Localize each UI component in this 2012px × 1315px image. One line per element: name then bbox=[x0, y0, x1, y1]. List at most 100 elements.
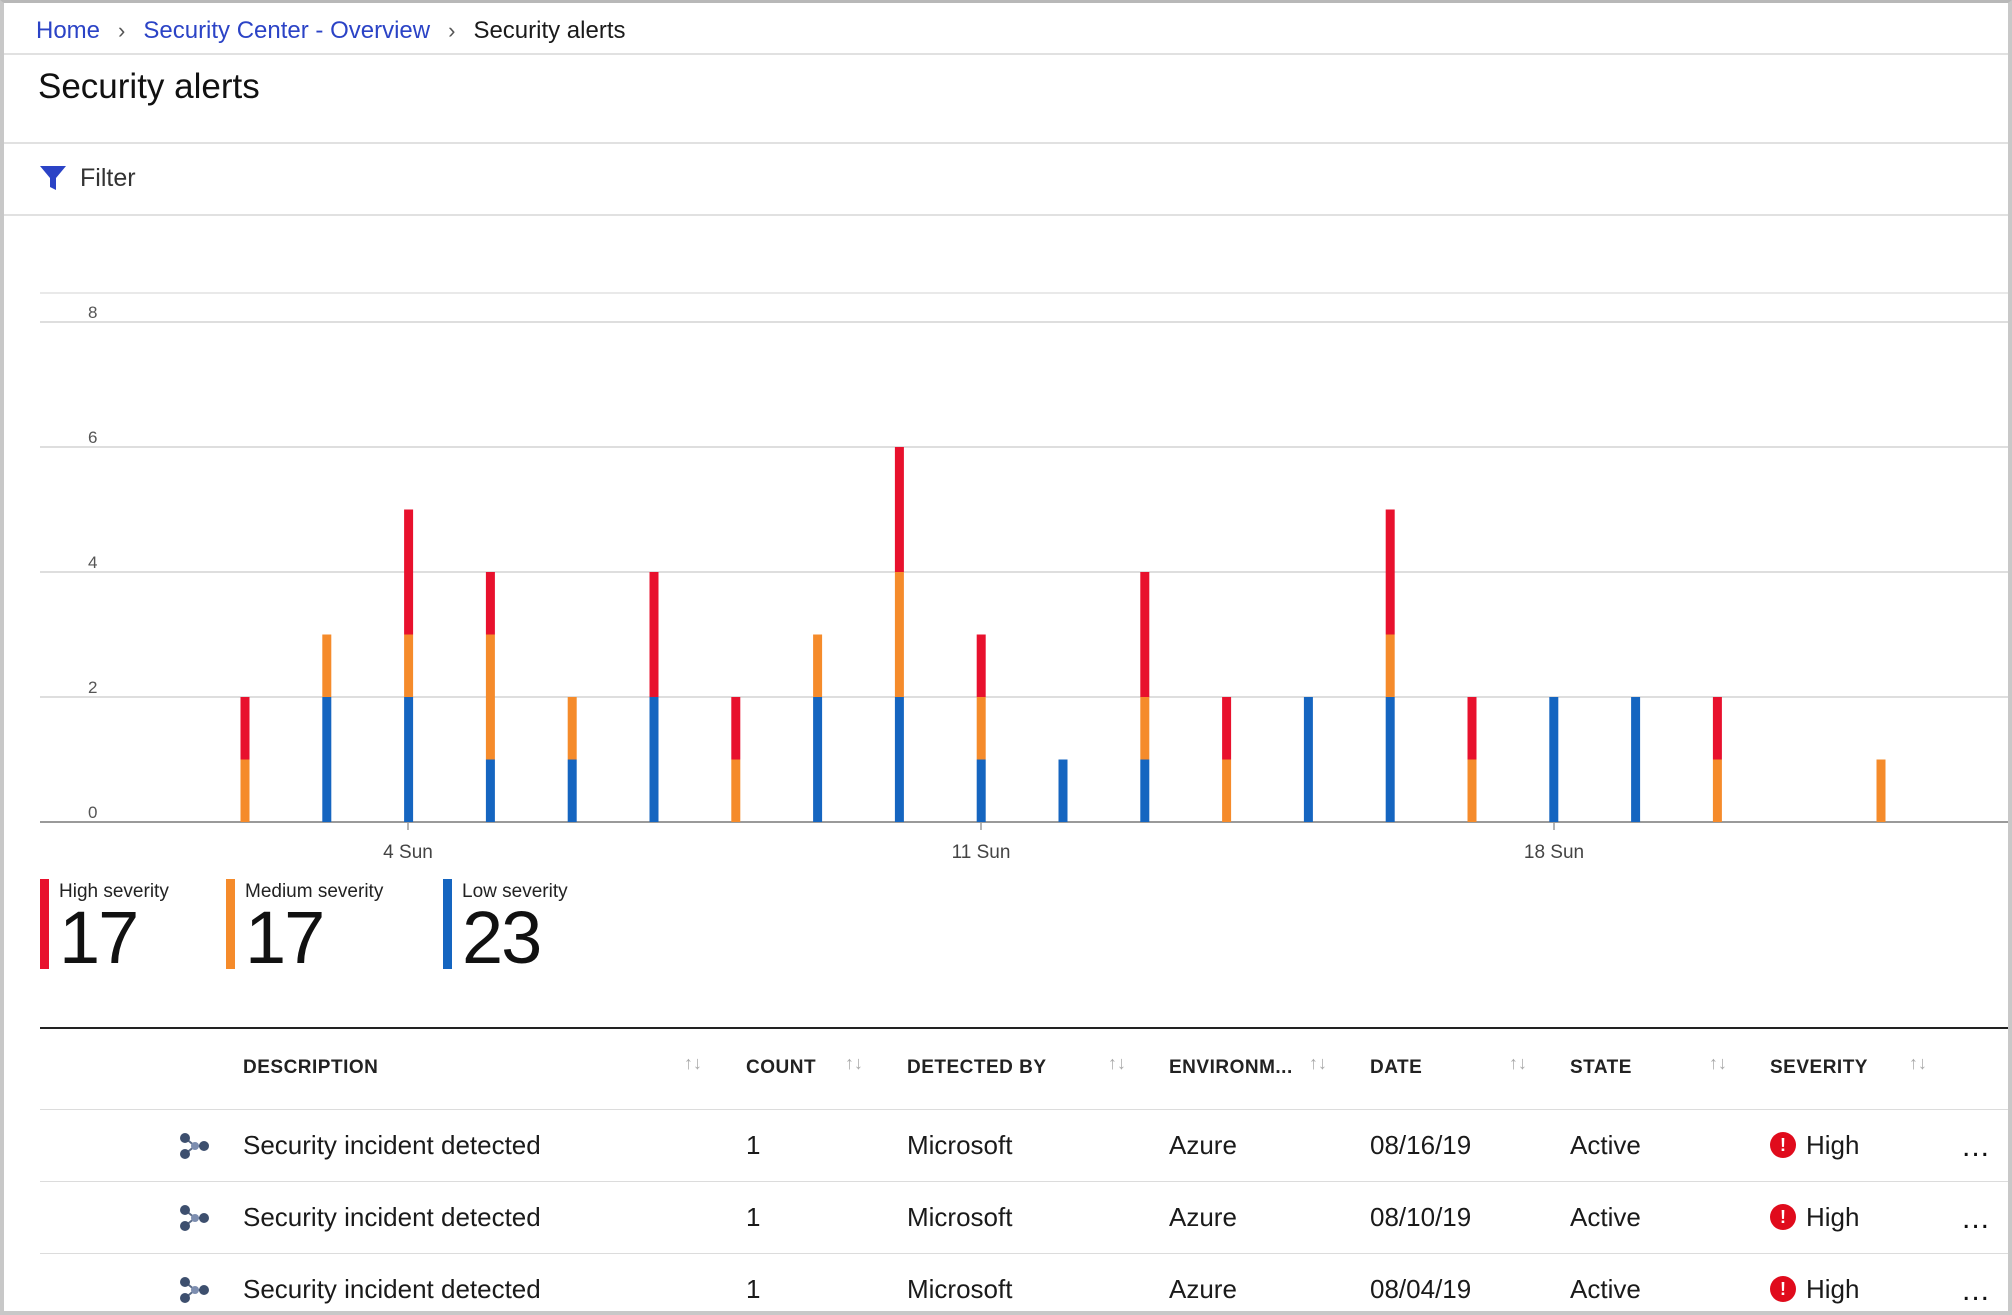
bar-segment-medium-severity[interactable] bbox=[485, 634, 495, 760]
sort-arrows-icon[interactable]: ↑↓ bbox=[845, 1053, 863, 1073]
incident-icon bbox=[180, 1277, 209, 1303]
legend-color-swatch bbox=[226, 879, 235, 969]
bar-segment-low-severity[interactable] bbox=[813, 697, 823, 822]
bar-segment-medium-severity[interactable] bbox=[322, 634, 332, 698]
bar-segment-low-severity[interactable] bbox=[649, 697, 659, 822]
y-tick-label: 6 bbox=[88, 428, 97, 447]
row-divider bbox=[40, 1253, 2008, 1254]
bar-segment-high-severity[interactable] bbox=[894, 447, 904, 572]
column-header-environment[interactable]: ENVIRONM... bbox=[1169, 1057, 1293, 1078]
x-tick-label: 4 Sun bbox=[383, 842, 433, 863]
bar-segment-high-severity[interactable] bbox=[649, 572, 659, 697]
table-row[interactable]: Security incident detected 1 Microsoft Azur… bbox=[4, 1110, 2008, 1182]
cell-severity: High bbox=[1806, 1130, 1860, 1160]
sort-arrows-icon[interactable]: ↑↓ bbox=[1509, 1053, 1527, 1073]
bar-segment-high-severity[interactable] bbox=[1385, 509, 1395, 635]
y-tick-label: 8 bbox=[88, 303, 97, 322]
bar-segment-high-severity[interactable] bbox=[485, 572, 495, 635]
column-header-state[interactable]: STATE bbox=[1570, 1057, 1632, 1078]
cell-date: 08/16/19 bbox=[1370, 1130, 1472, 1160]
bar-segment-high-severity[interactable] bbox=[1140, 572, 1150, 697]
row-divider bbox=[40, 1109, 2008, 1110]
cell-severity: High bbox=[1806, 1202, 1860, 1232]
cell-description: Security incident detected bbox=[243, 1274, 541, 1304]
row-divider bbox=[40, 1181, 2008, 1182]
legend-color-swatch bbox=[443, 879, 452, 969]
column-header-description[interactable]: DESCRIPTION bbox=[243, 1057, 379, 1078]
filter-button[interactable]: Filter bbox=[38, 163, 136, 193]
bar-segment-low-severity[interactable] bbox=[322, 697, 332, 822]
cell-detected-by: Microsoft bbox=[907, 1130, 1013, 1160]
bar-segment-low-severity[interactable] bbox=[1631, 697, 1641, 822]
bar-segment-medium-severity[interactable] bbox=[1385, 634, 1395, 698]
bar-segment-high-severity[interactable] bbox=[404, 509, 414, 635]
more-actions-button[interactable]: ... bbox=[1962, 1130, 1991, 1163]
column-header-severity[interactable]: SEVERITY bbox=[1770, 1057, 1868, 1078]
sort-arrows-icon[interactable]: ↑↓ bbox=[684, 1053, 702, 1073]
legend-label: High severity bbox=[59, 881, 169, 902]
incident-icon bbox=[180, 1133, 209, 1159]
sort-arrows-icon[interactable]: ↑↓ bbox=[1108, 1053, 1126, 1073]
y-tick-label: 2 bbox=[88, 678, 97, 697]
bar-segment-high-severity[interactable] bbox=[1712, 697, 1722, 760]
bar-segment-low-severity[interactable] bbox=[976, 759, 986, 823]
bar-segment-medium-severity[interactable] bbox=[1712, 759, 1722, 823]
table-row[interactable]: Security incident detected 1 Microsoft Azur… bbox=[4, 1182, 2008, 1254]
bar-segment-medium-severity[interactable] bbox=[1876, 759, 1886, 823]
more-actions-button[interactable]: ... bbox=[1962, 1202, 1991, 1235]
bar-segment-medium-severity[interactable] bbox=[567, 697, 577, 760]
bar-segment-medium-severity[interactable] bbox=[894, 572, 904, 697]
y-tick-label: 4 bbox=[88, 553, 97, 572]
bar-segment-medium-severity[interactable] bbox=[240, 759, 250, 823]
bar-segment-low-severity[interactable] bbox=[1058, 759, 1068, 823]
legend-medium-severity[interactable]: Medium severity 17 bbox=[226, 879, 383, 975]
more-actions-button[interactable]: ... bbox=[1962, 1274, 1991, 1307]
breadcrumb-security-center-overview[interactable]: Security Center - Overview bbox=[143, 17, 431, 44]
cell-environment: Azure bbox=[1169, 1130, 1237, 1160]
bar-segment-low-severity[interactable] bbox=[894, 697, 904, 822]
bar-segment-medium-severity[interactable] bbox=[813, 634, 823, 698]
bar-segment-medium-severity[interactable] bbox=[1467, 759, 1477, 823]
sort-arrows-icon[interactable]: ↑↓ bbox=[1709, 1053, 1727, 1073]
cell-state: Active bbox=[1570, 1130, 1641, 1160]
bar-segment-medium-severity[interactable] bbox=[976, 697, 986, 760]
bar-segment-low-severity[interactable] bbox=[1140, 759, 1150, 823]
bar-segment-low-severity[interactable] bbox=[567, 759, 577, 823]
bar-segment-high-severity[interactable] bbox=[240, 697, 250, 760]
bar-segment-medium-severity[interactable] bbox=[731, 759, 741, 823]
cell-severity: High bbox=[1806, 1274, 1860, 1304]
cell-description: Security incident detected bbox=[243, 1202, 541, 1232]
bar-segment-medium-severity[interactable] bbox=[1222, 759, 1232, 823]
table-row[interactable]: Security incident detected 1 Microsoft Azur… bbox=[4, 1254, 2008, 1311]
legend-low-severity[interactable]: Low severity 23 bbox=[443, 879, 568, 975]
column-header-detected-by[interactable]: DETECTED BY bbox=[907, 1057, 1047, 1078]
legend-high-severity[interactable]: High severity 17 bbox=[40, 879, 169, 975]
sort-arrows-icon[interactable]: ↑↓ bbox=[1909, 1053, 1927, 1073]
bar-segment-high-severity[interactable] bbox=[976, 634, 986, 698]
high-severity-icon: ! bbox=[1770, 1204, 1796, 1230]
bar-segment-low-severity[interactable] bbox=[1385, 697, 1395, 822]
chevron-right-icon: › bbox=[118, 18, 126, 43]
bar-segment-low-severity[interactable] bbox=[1303, 697, 1313, 822]
cell-count: 1 bbox=[746, 1130, 761, 1160]
breadcrumb-home[interactable]: Home bbox=[36, 17, 101, 44]
column-header-date[interactable]: DATE bbox=[1370, 1057, 1423, 1078]
divider bbox=[4, 214, 2008, 216]
cell-environment: Azure bbox=[1169, 1202, 1237, 1232]
cell-state: Active bbox=[1570, 1274, 1641, 1304]
bar-segment-medium-severity[interactable] bbox=[1140, 697, 1150, 760]
divider bbox=[4, 142, 2008, 144]
bar-segment-high-severity[interactable] bbox=[731, 697, 741, 760]
cell-description: Security incident detected bbox=[243, 1130, 541, 1160]
sort-arrows-icon[interactable]: ↑↓ bbox=[1309, 1053, 1327, 1073]
bar-segment-low-severity[interactable] bbox=[404, 697, 414, 822]
filter-label: Filter bbox=[80, 163, 136, 192]
bar-segment-high-severity[interactable] bbox=[1467, 697, 1477, 760]
bar-segment-high-severity[interactable] bbox=[1222, 697, 1232, 760]
cell-date: 08/04/19 bbox=[1370, 1274, 1472, 1304]
bar-segment-low-severity[interactable] bbox=[485, 759, 495, 823]
bar-segment-low-severity[interactable] bbox=[1549, 697, 1559, 822]
column-header-count[interactable]: COUNT bbox=[746, 1057, 817, 1078]
bar-segment-medium-severity[interactable] bbox=[404, 634, 414, 698]
